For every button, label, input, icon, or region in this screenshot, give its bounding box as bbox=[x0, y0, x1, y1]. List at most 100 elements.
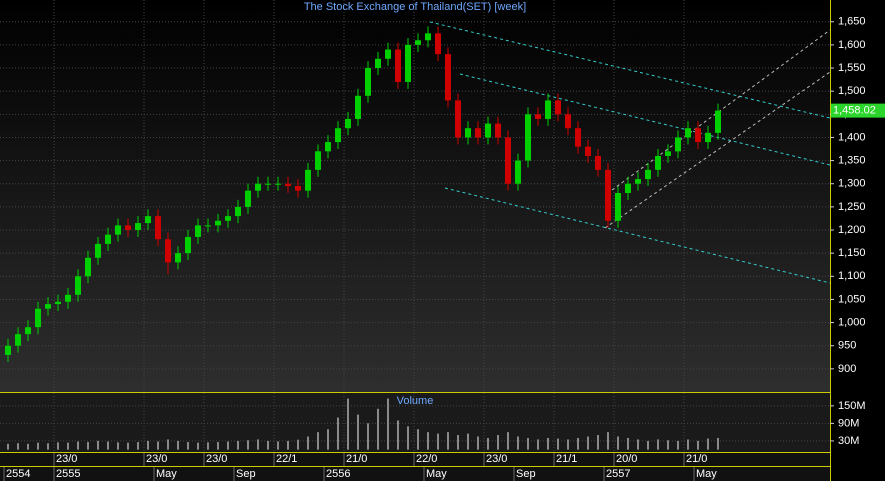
volume-bar bbox=[517, 436, 519, 450]
y-tick-label: 1,300 bbox=[838, 178, 866, 190]
volume-bar bbox=[227, 441, 229, 450]
candle-body bbox=[175, 253, 181, 263]
y-tick-label: 1,650 bbox=[838, 16, 866, 28]
volume-bar bbox=[437, 433, 439, 450]
candle-body bbox=[155, 216, 161, 240]
candle-body bbox=[495, 123, 501, 138]
volume-bar bbox=[147, 440, 149, 450]
candle-body bbox=[365, 68, 371, 96]
candle-body bbox=[395, 49, 401, 82]
y-tick-label: 1,500 bbox=[838, 85, 866, 97]
x-tick-label: 23/0 bbox=[146, 453, 167, 465]
candle-body bbox=[695, 128, 701, 143]
volume-bar bbox=[87, 442, 89, 450]
channel-line bbox=[604, 71, 831, 229]
volume-bar bbox=[427, 432, 429, 450]
volume-bar bbox=[467, 433, 469, 450]
y-tick-label: 1,150 bbox=[838, 247, 866, 259]
candle-body bbox=[535, 114, 541, 119]
volume-bar bbox=[7, 443, 9, 450]
volume-bar bbox=[447, 432, 449, 450]
y-tick-label: 1,550 bbox=[838, 62, 866, 74]
candle-body bbox=[575, 128, 581, 147]
candle-body bbox=[375, 58, 381, 69]
candle-body bbox=[275, 183, 281, 185]
volume-bar bbox=[567, 439, 569, 450]
candle-body bbox=[525, 114, 531, 161]
candle-body bbox=[685, 128, 691, 138]
x-tick-label: 21/1 bbox=[556, 453, 577, 465]
volume-bar bbox=[177, 440, 179, 450]
volume-bar bbox=[527, 437, 529, 450]
volume-bar bbox=[397, 420, 399, 450]
volume-bar bbox=[647, 440, 649, 450]
volume-title: Volume bbox=[397, 395, 434, 407]
candle-body bbox=[125, 225, 131, 231]
y-tick-label: 1,600 bbox=[838, 39, 866, 51]
candle-body bbox=[75, 276, 81, 295]
volume-bar bbox=[247, 440, 249, 450]
x-tick-label: 23/0 bbox=[206, 453, 227, 465]
candle-body bbox=[515, 160, 521, 184]
volume-bar bbox=[557, 438, 559, 450]
x-tick-label: 21/0 bbox=[686, 453, 707, 465]
volume-bar bbox=[127, 442, 129, 450]
candle-body bbox=[5, 345, 11, 355]
candle-body bbox=[435, 33, 441, 55]
volume-bar bbox=[347, 398, 349, 450]
candle-body bbox=[555, 100, 561, 115]
volume-bar bbox=[577, 437, 579, 450]
candle-body bbox=[465, 128, 471, 138]
volume-bar bbox=[67, 442, 69, 450]
trend-channels bbox=[429, 21, 831, 284]
volume-bar bbox=[687, 439, 689, 450]
volume-bar bbox=[297, 439, 299, 450]
candle-body bbox=[205, 225, 211, 227]
volume-bar bbox=[357, 414, 359, 450]
volume-bar bbox=[257, 439, 259, 450]
x-tick-label: 2556 bbox=[326, 468, 350, 480]
candle-body bbox=[425, 33, 431, 41]
y-tick-label: 1,400 bbox=[838, 131, 866, 143]
volume-bar bbox=[197, 442, 199, 450]
y-tick-label: 30M bbox=[838, 435, 859, 447]
candle-body bbox=[295, 186, 301, 191]
volume-bar bbox=[407, 426, 409, 450]
y-tick-label: 900 bbox=[838, 363, 856, 375]
candle-body bbox=[95, 243, 101, 258]
candle-body bbox=[415, 40, 421, 45]
chart-title: The Stock Exchange of Thailand(SET) [wee… bbox=[304, 1, 526, 13]
candle-body bbox=[455, 100, 461, 138]
volume-bar bbox=[137, 442, 139, 450]
y-tick-label: 950 bbox=[838, 340, 856, 352]
volume-bar bbox=[327, 429, 329, 450]
volume-bar bbox=[207, 442, 209, 450]
candle-body bbox=[55, 301, 61, 305]
candle-body bbox=[545, 100, 551, 119]
volume-bar bbox=[637, 439, 639, 450]
candle-body bbox=[595, 155, 601, 170]
volume-bar bbox=[507, 432, 509, 450]
candle-body bbox=[65, 294, 71, 302]
candle-body bbox=[305, 169, 311, 191]
volume-bar bbox=[547, 437, 549, 450]
candle-body bbox=[135, 223, 141, 231]
candle-body bbox=[405, 44, 411, 82]
volume-bar bbox=[627, 437, 629, 450]
candle-body bbox=[675, 137, 681, 152]
channel-line bbox=[444, 187, 831, 284]
candle-body bbox=[285, 183, 291, 187]
candle-body bbox=[45, 304, 51, 309]
volume-bar bbox=[497, 435, 499, 450]
candle-body bbox=[35, 308, 41, 328]
candle-body bbox=[255, 183, 261, 191]
candle-body bbox=[615, 192, 621, 221]
candle-body bbox=[385, 49, 391, 59]
candle-body bbox=[15, 334, 21, 346]
candle-body bbox=[105, 234, 111, 244]
volume-bar bbox=[707, 438, 709, 450]
volume-bar bbox=[37, 442, 39, 450]
x-tick-label: May bbox=[696, 468, 717, 480]
candle-body bbox=[265, 183, 271, 185]
